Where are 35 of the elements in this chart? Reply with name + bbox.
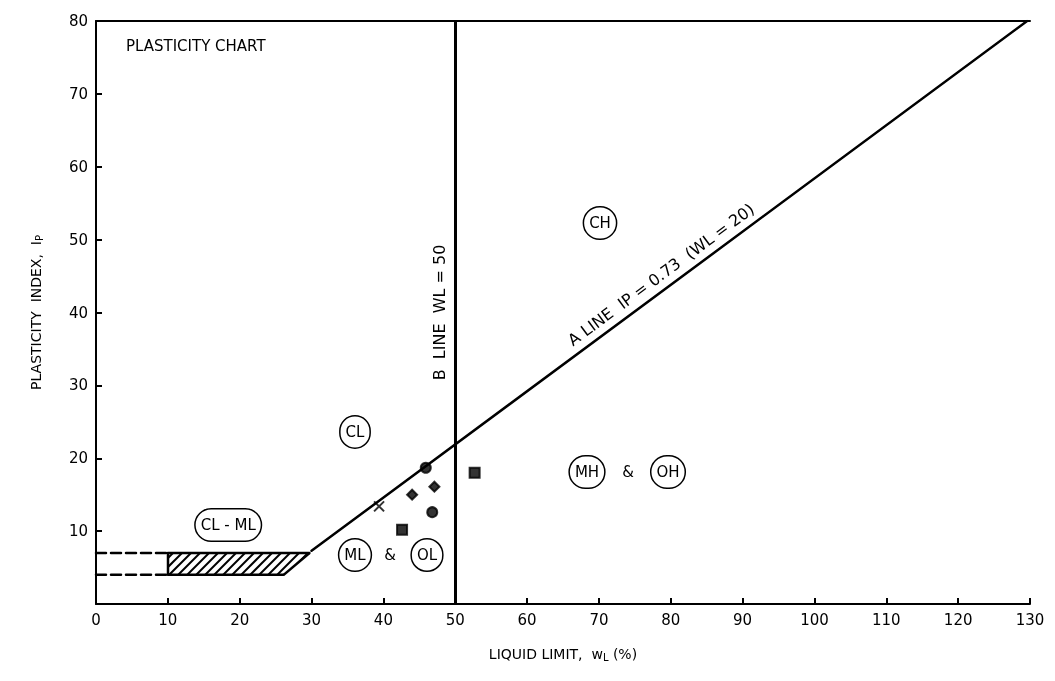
y-tick-label: 70	[68, 84, 88, 103]
x-axis-title: LIQUID LIMIT, wL (%)	[488, 646, 638, 663]
y-tick-label: 80	[68, 12, 88, 30]
y-tick-label: 10	[68, 522, 88, 541]
y-tick-label: 60	[68, 157, 88, 176]
annotation: MH	[574, 463, 600, 481]
annotation: &	[622, 463, 635, 481]
annotation: ML	[344, 546, 367, 564]
y-tick-label: 40	[68, 303, 88, 322]
annotation: CH	[589, 214, 611, 232]
x-tick-label: 50	[445, 610, 465, 629]
ref-line-label: B LINE WL = 50	[429, 244, 449, 381]
x-tick-label: 110	[871, 610, 901, 629]
annotation: CL	[345, 423, 366, 441]
annotation: CL - ML	[200, 515, 257, 534]
text: PLASTICITY CHART	[126, 36, 267, 55]
annotation: &	[384, 546, 397, 564]
y-tick-label: 30	[68, 376, 88, 395]
x-tick-label: 60	[517, 610, 537, 629]
x-tick-label: 20	[230, 610, 250, 629]
y-axis-title: PLASTICITY INDEX, IP	[28, 235, 45, 390]
y-tick-label: 50	[68, 230, 88, 249]
annotation: OH	[656, 463, 680, 481]
x-tick-label: 40	[373, 610, 393, 629]
x-tick-label: 0	[91, 610, 101, 629]
x-tick-label: 10	[158, 610, 178, 629]
y-tick-label: 20	[68, 449, 88, 468]
x-tick-label: 130	[1015, 610, 1045, 629]
x-tick-label: 70	[589, 610, 609, 629]
x-tick-label: 120	[943, 610, 973, 629]
x-tick-label: 80	[661, 610, 681, 629]
annotation: OL	[416, 546, 438, 564]
x-tick-label: 90	[733, 610, 753, 629]
x-tick-label: 100	[800, 610, 829, 629]
x-tick-label: 30	[301, 610, 322, 629]
